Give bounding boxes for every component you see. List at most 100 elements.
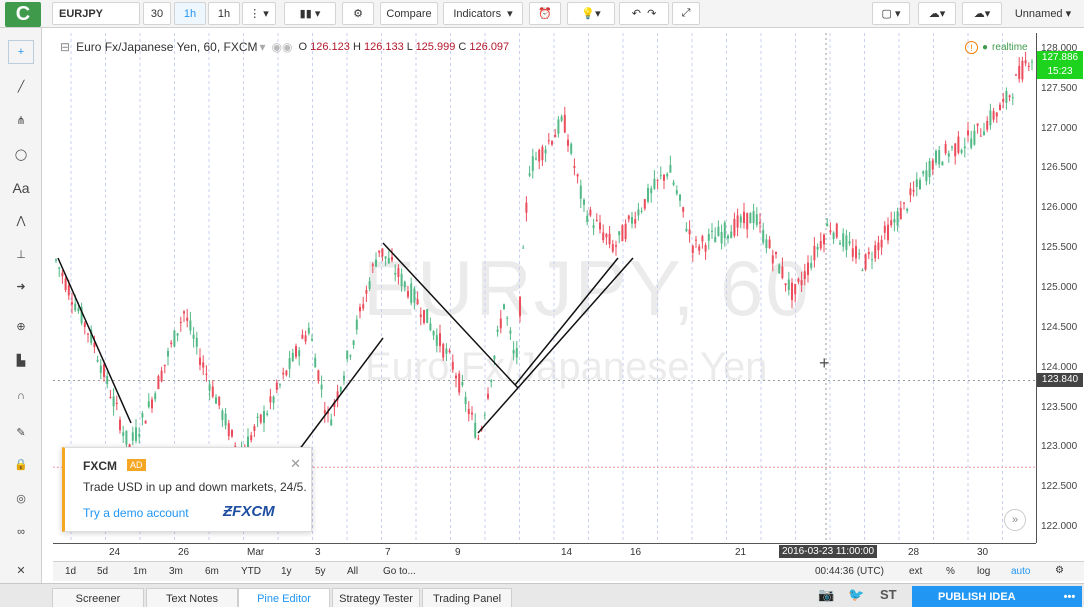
alert-button[interactable]: ⏰	[529, 2, 561, 25]
price-scale[interactable]: 128.000 127.500 127.000 126.500 126.000 125.5…	[1036, 33, 1084, 543]
candle-body	[381, 248, 384, 257]
link-tool[interactable]: ∞	[8, 520, 34, 544]
candle-body	[298, 350, 301, 357]
interval-1h-alt-button[interactable]: 1h	[208, 2, 240, 25]
range-button-5y[interactable]: 5y	[315, 566, 326, 577]
legend-chevron-icon[interactable]: ▾	[259, 40, 266, 54]
candle-body	[659, 175, 662, 177]
goto-button[interactable]: Go to...	[383, 566, 416, 577]
tab-text-notes[interactable]: Text Notes	[146, 588, 238, 607]
compare-button[interactable]: Compare	[380, 2, 438, 25]
candle-body	[483, 414, 486, 416]
twitter-icon[interactable]: 🐦	[848, 587, 865, 602]
fullscreen-button[interactable]: ⤢	[672, 2, 700, 25]
range-button-3m[interactable]: 3m	[169, 566, 183, 577]
tab-strategy-tester[interactable]: Strategy Tester	[332, 588, 420, 607]
time-label: 7	[385, 547, 391, 558]
ext-toggle[interactable]: ext	[909, 566, 923, 577]
arrow-tool[interactable]: ➜	[8, 274, 34, 298]
percent-toggle[interactable]: %	[946, 566, 955, 577]
indicators-button[interactable]: Indicators ▾	[443, 2, 523, 25]
candle-body	[749, 213, 752, 224]
auto-toggle[interactable]: auto	[1011, 566, 1031, 577]
measure-tool[interactable]: ⊥	[8, 242, 34, 266]
chart-style-button[interactable]: ▮▮ ▾	[284, 2, 336, 25]
range-button-1d[interactable]: 1d	[65, 566, 77, 577]
candle-body	[736, 215, 739, 228]
range-button-1y[interactable]: 1y	[281, 566, 292, 577]
candle-body	[851, 248, 854, 257]
camera-icon[interactable]: 📷	[818, 587, 835, 602]
candle-body	[131, 432, 134, 441]
candle-body	[781, 266, 784, 278]
settings-button[interactable]: ⚙	[342, 2, 374, 25]
symbol-input[interactable]: EURJPY	[52, 2, 140, 25]
ad-cta-link[interactable]: Try a demo account	[83, 506, 189, 520]
scroll-to-realtime-button[interactable]: »	[1004, 509, 1026, 531]
cloud-save-button[interactable]: ☁▾	[918, 2, 956, 25]
publish-idea-button[interactable]: PUBLISH IDEA •••	[912, 586, 1082, 607]
magnet-tool[interactable]: ∩	[8, 384, 34, 408]
replay-button[interactable]: 💡▾	[567, 2, 615, 25]
candle-body	[951, 146, 953, 148]
tab-screener[interactable]: Screener	[52, 588, 144, 607]
redo-icon[interactable]: ↷	[647, 8, 657, 20]
interval-30-button[interactable]: 30	[143, 2, 171, 25]
fib-tool[interactable]: ⋔	[8, 108, 34, 132]
drawing-mode-tool[interactable]: ✎	[8, 420, 34, 444]
candle-body	[605, 233, 608, 238]
undo-icon[interactable]: ↶	[631, 8, 641, 20]
lock-tool[interactable]: 🔒	[8, 452, 34, 476]
interval-1h-button[interactable]: 1h	[174, 2, 206, 25]
candle-body	[176, 333, 179, 336]
candle-body	[967, 130, 969, 136]
crosshair-tool[interactable]: +	[8, 40, 34, 64]
range-button-all[interactable]: All	[347, 566, 359, 577]
ad-banner[interactable]: FXCM AD ✕ Trade USD in up and down marke…	[62, 447, 312, 532]
ellipse-tool[interactable]: ◯	[8, 142, 34, 166]
legend-collapse-icon[interactable]: ⊟	[60, 40, 71, 54]
log-toggle[interactable]: log	[977, 566, 991, 577]
stocktwits-icon[interactable]: ST	[880, 587, 897, 602]
warning-icon[interactable]: !	[965, 41, 978, 54]
candle-body	[263, 411, 265, 423]
app-logo[interactable]: C	[5, 2, 41, 27]
tools-tool[interactable]: ✕	[8, 558, 34, 582]
text-tool[interactable]: Aa	[8, 176, 34, 200]
range-button-6m[interactable]: 6m	[205, 566, 219, 577]
candle-body	[327, 411, 329, 414]
candle-body	[743, 211, 745, 224]
layout-button[interactable]: ▢ ▾	[872, 2, 910, 25]
volume-tool[interactable]: ▙	[8, 348, 34, 372]
close-icon[interactable]: ✕	[290, 456, 301, 471]
candle-body	[499, 318, 502, 329]
time-scale[interactable]: 24 26 Mar 3 7 9 14 16 21 28 30 2016-03-23 11:00:00	[53, 543, 1036, 561]
candle-body	[378, 250, 381, 253]
layout-name[interactable]: Unnamed ▾	[1014, 7, 1072, 21]
candle-body	[570, 143, 573, 154]
candle-body	[1008, 95, 1011, 98]
pattern-tool[interactable]: ⋀	[8, 208, 34, 232]
undo-redo-buttons[interactable]: ↶ ↷	[619, 2, 669, 25]
candle-body	[647, 187, 649, 202]
more-dots-icon[interactable]: •••	[1063, 590, 1076, 603]
zoom-tool[interactable]: ⊕	[8, 314, 34, 338]
candle-body	[887, 224, 889, 241]
candle-body	[691, 245, 694, 253]
range-button-5d[interactable]: 5d	[97, 566, 109, 577]
legend-title[interactable]: Euro Fx/Japanese Yen, 60, FXCM	[76, 40, 258, 54]
hide-tool[interactable]: ◎	[8, 486, 34, 510]
range-button-1m[interactable]: 1m	[133, 566, 147, 577]
legend-eye-icon[interactable]: ◉◉	[271, 40, 293, 54]
time-label: 16	[630, 547, 642, 558]
chart-pane[interactable]: EURJPY, 60 Euro Fx/Japanese Yen +	[53, 33, 1036, 543]
tab-trading-panel[interactable]: Trading Panel	[422, 588, 512, 607]
range-button-ytd[interactable]: YTD	[241, 566, 261, 577]
cloud-upload-button[interactable]: ☁▾	[962, 2, 1002, 25]
interval-dropdown[interactable]: ⋮ ▾	[242, 2, 276, 25]
gear-icon[interactable]: ⚙	[1055, 565, 1064, 576]
tab-pine-editor[interactable]: Pine Editor	[238, 588, 330, 607]
candle-body	[259, 414, 262, 423]
candle-body	[557, 119, 560, 134]
trendline-tool[interactable]: ╱	[8, 74, 34, 98]
